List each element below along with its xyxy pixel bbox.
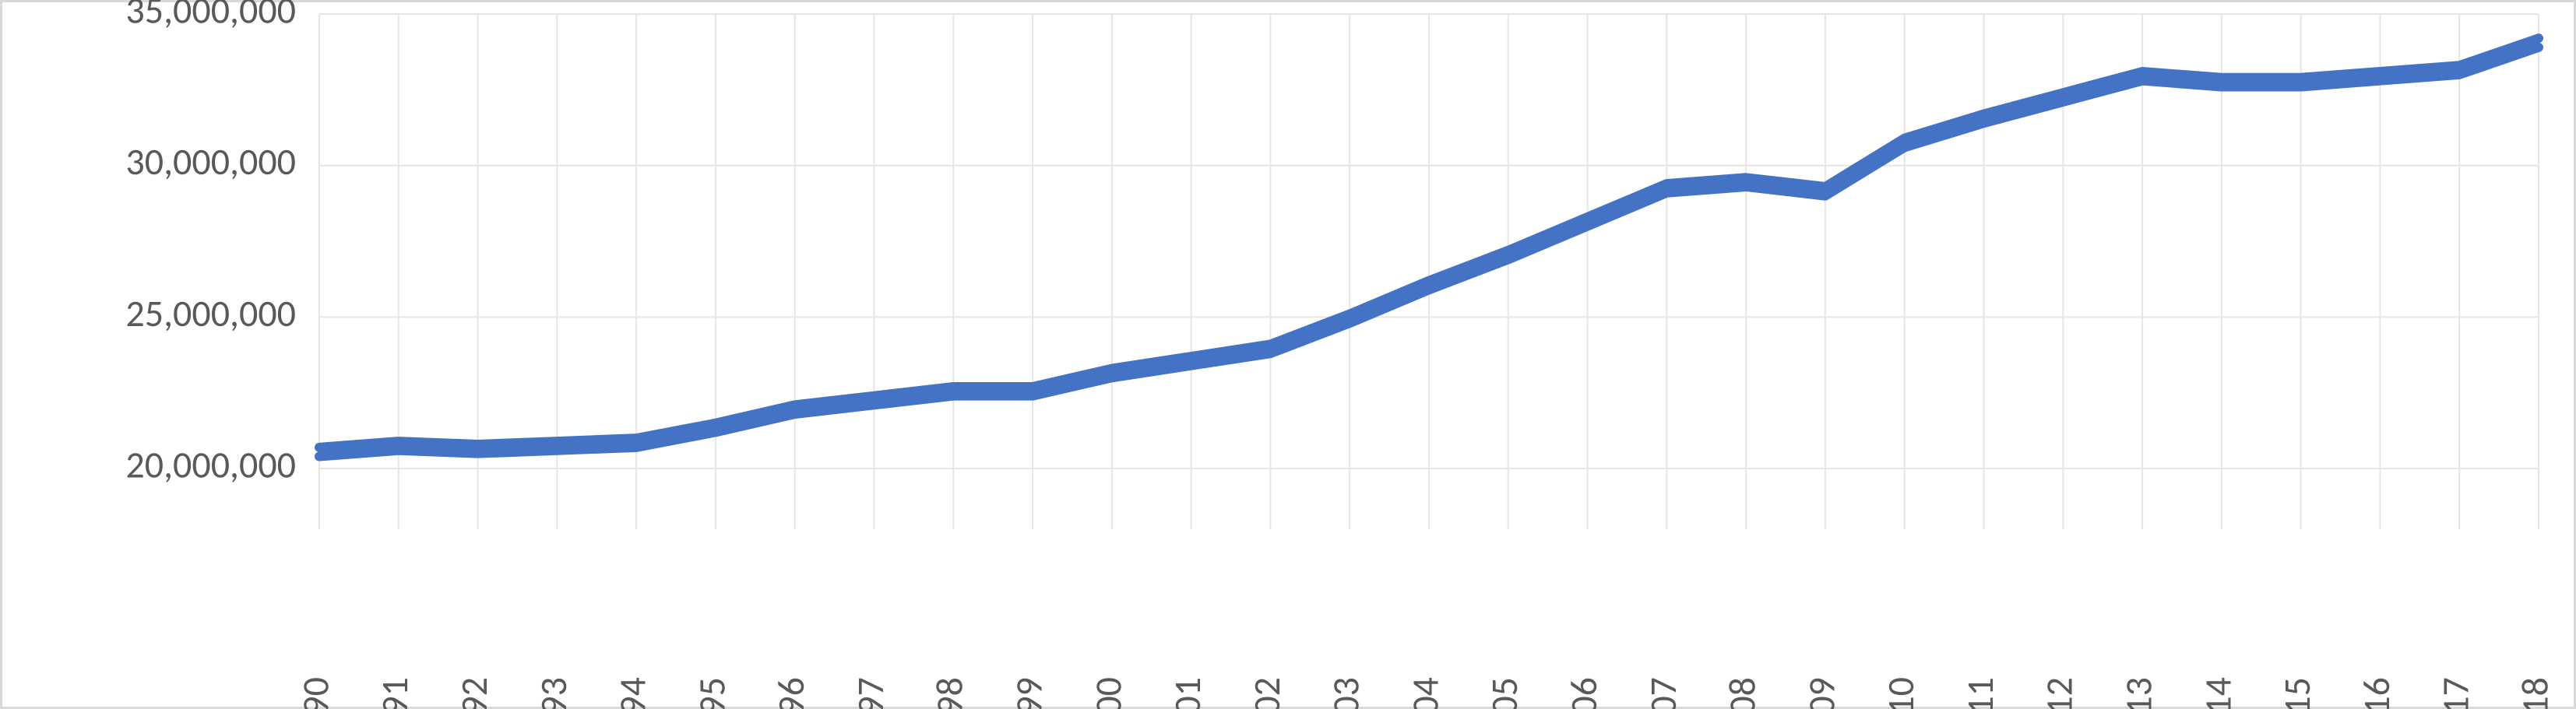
x-tick-label: 2005 — [1481, 677, 1527, 709]
x-tick-label: 2002 — [1244, 677, 1290, 709]
x-tick-label: 2012 — [2036, 677, 2082, 709]
x-tick-label: 1990 — [292, 677, 338, 709]
x-tick-label: 1995 — [688, 677, 734, 709]
x-tick-label: 2011 — [1957, 677, 2003, 709]
x-tick-label: 2010 — [1877, 677, 1923, 709]
x-tick-label: 2001 — [1164, 677, 1210, 709]
x-tick-label: 1998 — [927, 677, 973, 709]
chart-svg: 20,000,000 25,000,000 30,000,000 35,000,000… — [0, 0, 2576, 709]
line-chart: 20,000,000 25,000,000 30,000,000 35,000,000… — [0, 0, 2576, 709]
y-tick-label: 25,000,000 — [125, 290, 296, 336]
x-tick-label: 1993 — [530, 677, 576, 709]
y-tick-label: 20,000,000 — [125, 442, 296, 488]
x-tick-label: 2017 — [2433, 677, 2479, 709]
x-tick-label: 2016 — [2353, 677, 2399, 709]
x-tick-label: 2015 — [2274, 677, 2320, 709]
x-tick-label: 1992 — [451, 677, 497, 709]
x-tick-label: 2009 — [1798, 677, 1844, 709]
x-tick-label: 1994 — [610, 677, 656, 709]
x-tick-label: 2008 — [1719, 677, 1765, 709]
x-tick-label: 1991 — [371, 677, 417, 709]
x-tick-label: 1996 — [768, 677, 814, 709]
x-tick-label: 2006 — [1561, 677, 1606, 709]
x-tick-label: 2000 — [1085, 677, 1131, 709]
y-tick-label: 35,000,000 — [125, 0, 296, 33]
x-tick-label: 2014 — [2194, 677, 2240, 709]
x-tick-label: 1999 — [1006, 677, 1052, 709]
x-tick-label: 2007 — [1640, 677, 1686, 709]
y-tick-label: 30,000,000 — [125, 139, 296, 184]
x-tick-label: 1997 — [847, 677, 893, 709]
x-tick-label: 2013 — [2116, 677, 2162, 709]
x-tick-label: 2004 — [1402, 677, 1448, 709]
x-tick-label: 2018 — [2511, 677, 2557, 709]
x-tick-label: 2003 — [1323, 677, 1369, 709]
